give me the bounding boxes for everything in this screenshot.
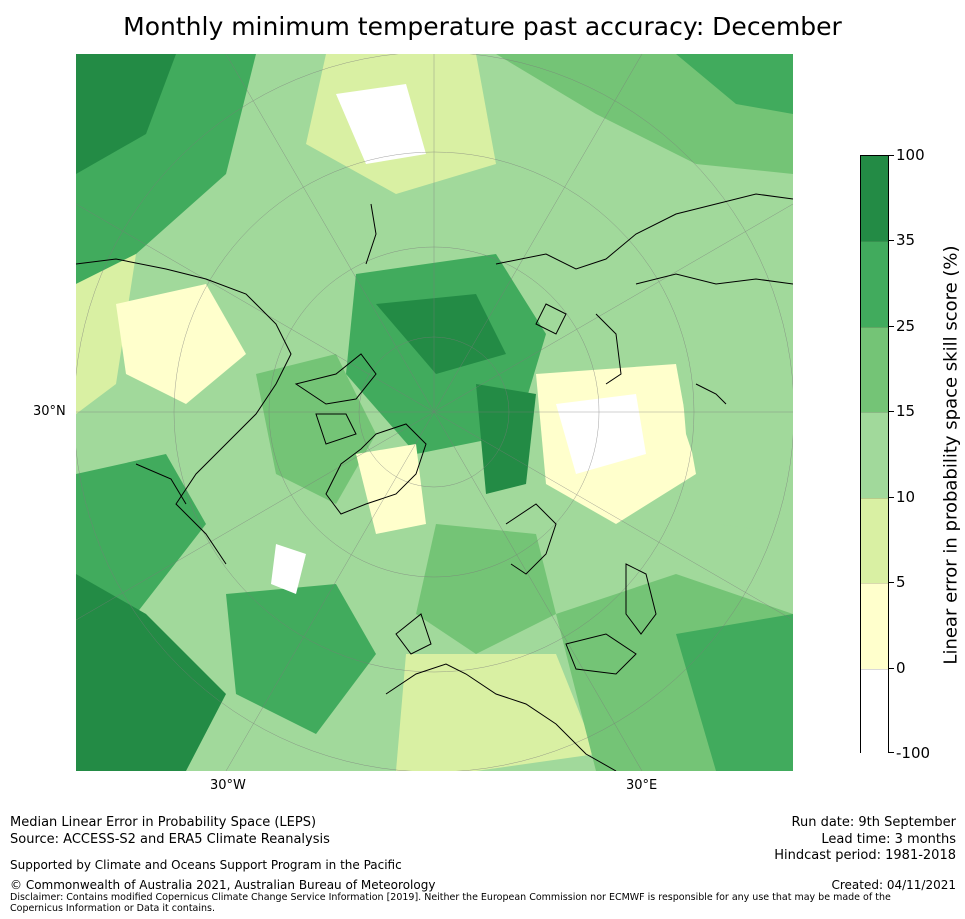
colorbar-tick-mark	[889, 411, 894, 413]
colorbar-tick-mark	[889, 582, 894, 584]
colorbar-bin	[861, 241, 888, 329]
graticule	[76, 54, 793, 771]
colorbar-tick-mark	[889, 325, 894, 327]
footer-run-date: Run date: 9th September	[791, 815, 956, 830]
colorbar-bin	[861, 668, 888, 756]
map-title: Monthly minimum temperature past accurac…	[123, 12, 842, 41]
colorbar-tick-label: 0	[896, 658, 906, 677]
skill-score-map	[76, 54, 793, 771]
lat-label-30n: 30°N	[33, 404, 66, 419]
colorbar-bin	[861, 156, 888, 242]
colorbar-tick-mark	[889, 752, 894, 753]
colorbar-tick-label: -100	[896, 744, 931, 762]
colorbar-tick-label: 10	[896, 487, 916, 506]
lon-label-30e: 30°E	[626, 778, 658, 793]
lon-label-30w: 30°W	[210, 778, 246, 793]
colorbar-bin	[861, 497, 888, 585]
colorbar-tick-label: 100	[896, 146, 925, 164]
colorbar-tick-mark	[889, 496, 894, 498]
colorbar-bin	[861, 326, 888, 414]
colorbar-bin	[861, 412, 888, 500]
footer-lead-time: Lead time: 3 months	[821, 832, 956, 847]
colorbar-tick-mark	[889, 667, 894, 669]
footer-support-line: Supported by Climate and Oceans Support …	[10, 858, 402, 872]
colorbar-tick-label: 5	[896, 573, 906, 592]
colorbar-title-text: Linear error in probability space skill …	[940, 245, 962, 665]
footer-disclaimer: Disclaimer: Contains modified Copernicus…	[10, 892, 891, 914]
colorbar-tick-mark	[889, 240, 894, 242]
footer-copyright: © Commonwealth of Australia 2021, Austra…	[10, 878, 436, 892]
colorbar-bin	[861, 583, 888, 671]
colorbar	[860, 155, 889, 756]
colorbar-tick-label: 15	[896, 402, 916, 421]
colorbar-tick-mark	[889, 155, 894, 156]
colorbar-tick-label: 25	[896, 316, 916, 335]
footer-leps-line: Median Linear Error in Probability Space…	[10, 815, 317, 830]
footer-source-line: Source: ACCESS-S2 and ERA5 Climate Reana…	[10, 832, 330, 847]
map-canvas	[76, 54, 793, 771]
skill-field	[76, 54, 793, 771]
coastlines	[76, 193, 793, 771]
footer-hindcast: Hindcast period: 1981-2018	[774, 848, 956, 863]
footer-created: Created: 04/11/2021	[831, 878, 956, 892]
colorbar-tick-label: 35	[896, 231, 916, 250]
